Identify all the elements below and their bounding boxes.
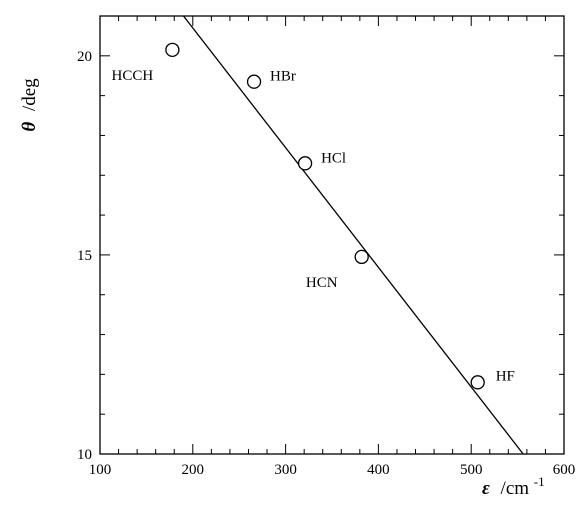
tick-labels: 100 200 300 400 500 600 10 15 20 [77, 49, 575, 478]
data-points [165, 42, 485, 390]
y-axis-symbol: θ [19, 122, 40, 132]
x-axis-title: ε /cm -1 [482, 474, 545, 499]
y-tick-label: 20 [77, 49, 92, 65]
y-axis-title: θ /deg [19, 78, 40, 132]
plot-frame [99, 15, 565, 455]
data-point-hcl [297, 156, 313, 171]
y-tick-label: 10 [77, 447, 92, 463]
x-tick-label: 500 [460, 462, 483, 478]
x-tick-label: 400 [367, 462, 390, 478]
y-tick-label: 15 [77, 248, 92, 264]
fit-line [183, 15, 524, 455]
x-axis-unit: /cm [501, 478, 530, 499]
point-labels: HCCH HBr HCl HCN HF [112, 68, 515, 384]
fit-line-group [183, 15, 524, 455]
x-tick-label: 200 [182, 462, 205, 478]
y-axis-unit: /deg [19, 78, 40, 111]
x-axis-exponent: -1 [534, 474, 545, 489]
point-label-hbr: HBr [270, 69, 296, 85]
point-label-hcch: HCCH [112, 68, 154, 84]
point-label-hcn: HCN [306, 275, 338, 291]
axis-ticks [99, 15, 565, 455]
x-tick-label: 300 [274, 462, 297, 478]
data-point-hcch [165, 42, 180, 57]
x-tick-label: 600 [553, 462, 576, 478]
x-axis-symbol: ε [482, 478, 490, 499]
data-point-hcn [354, 249, 369, 265]
data-point-hf [470, 375, 485, 390]
plot-frame-group [99, 15, 565, 455]
point-label-hcl: HCl [321, 150, 346, 166]
data-point-hbr [246, 74, 262, 89]
point-label-hf: HF [496, 368, 515, 384]
x-tick-label: 100 [89, 462, 112, 478]
